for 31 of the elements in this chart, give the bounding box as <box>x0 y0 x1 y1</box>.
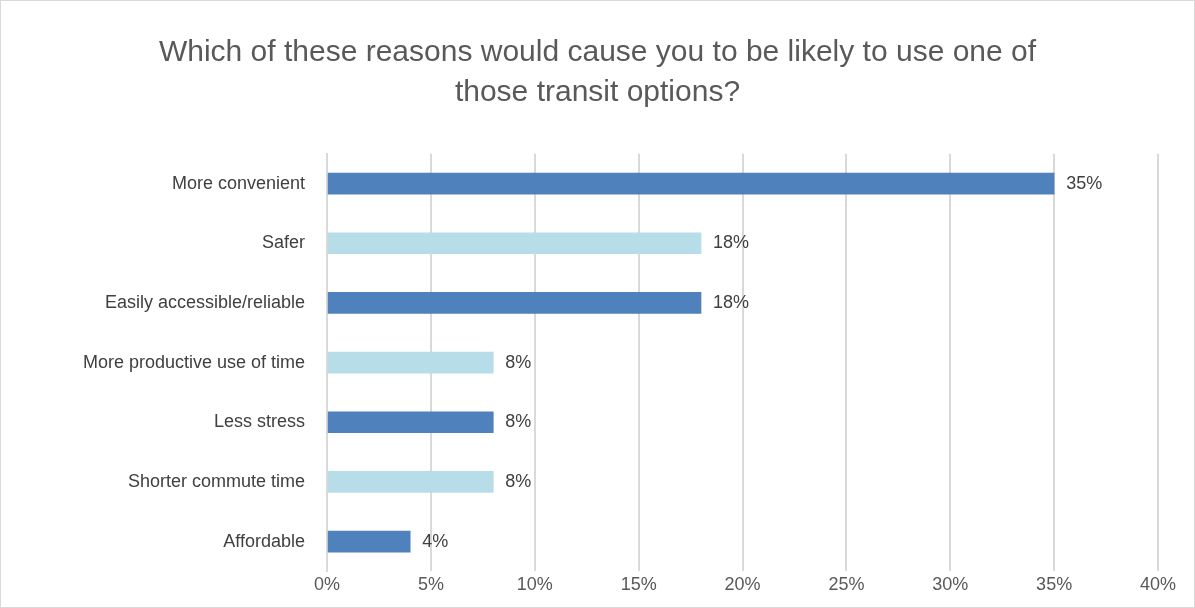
bar <box>327 471 494 493</box>
x-tick-label: 40% <box>1139 574 1177 595</box>
data-label: 8% <box>505 351 532 372</box>
x-tick-label: 5% <box>417 574 444 595</box>
x-tick-label: 25% <box>828 574 865 595</box>
x-tick-label: 0% <box>314 574 341 595</box>
bar <box>327 530 411 553</box>
y-tick-label: Shorter commute time <box>128 470 306 491</box>
y-tick-label: Easily accessible/reliable <box>105 291 306 312</box>
y-tick-label: More productive use of time <box>82 351 306 372</box>
x-tick-label: 10% <box>516 574 553 595</box>
data-label: 18% <box>713 291 750 312</box>
y-tick-label: Affordable <box>223 530 306 551</box>
y-tick-label: More convenient <box>172 172 306 193</box>
bar <box>327 411 494 434</box>
data-label: 8% <box>505 470 532 491</box>
data-label: 4% <box>422 530 449 551</box>
data-label: 18% <box>713 232 750 253</box>
chart-title: Which of these reasons would cause you to be likely to use one of those transit options? <box>157 33 1038 109</box>
x-tick-label: 35% <box>1036 574 1073 595</box>
x-tick-label: 15% <box>620 574 657 595</box>
x-tick-label: 20% <box>724 574 761 595</box>
bar <box>327 172 1055 195</box>
bar <box>327 351 494 374</box>
bar <box>327 292 702 314</box>
y-tick-label: Safer <box>262 232 306 253</box>
data-label: 35% <box>1066 172 1103 193</box>
x-tick-label: 30% <box>932 574 969 595</box>
y-tick-label: Less stress <box>214 411 306 432</box>
bar <box>327 232 702 255</box>
data-label: 8% <box>505 411 532 432</box>
